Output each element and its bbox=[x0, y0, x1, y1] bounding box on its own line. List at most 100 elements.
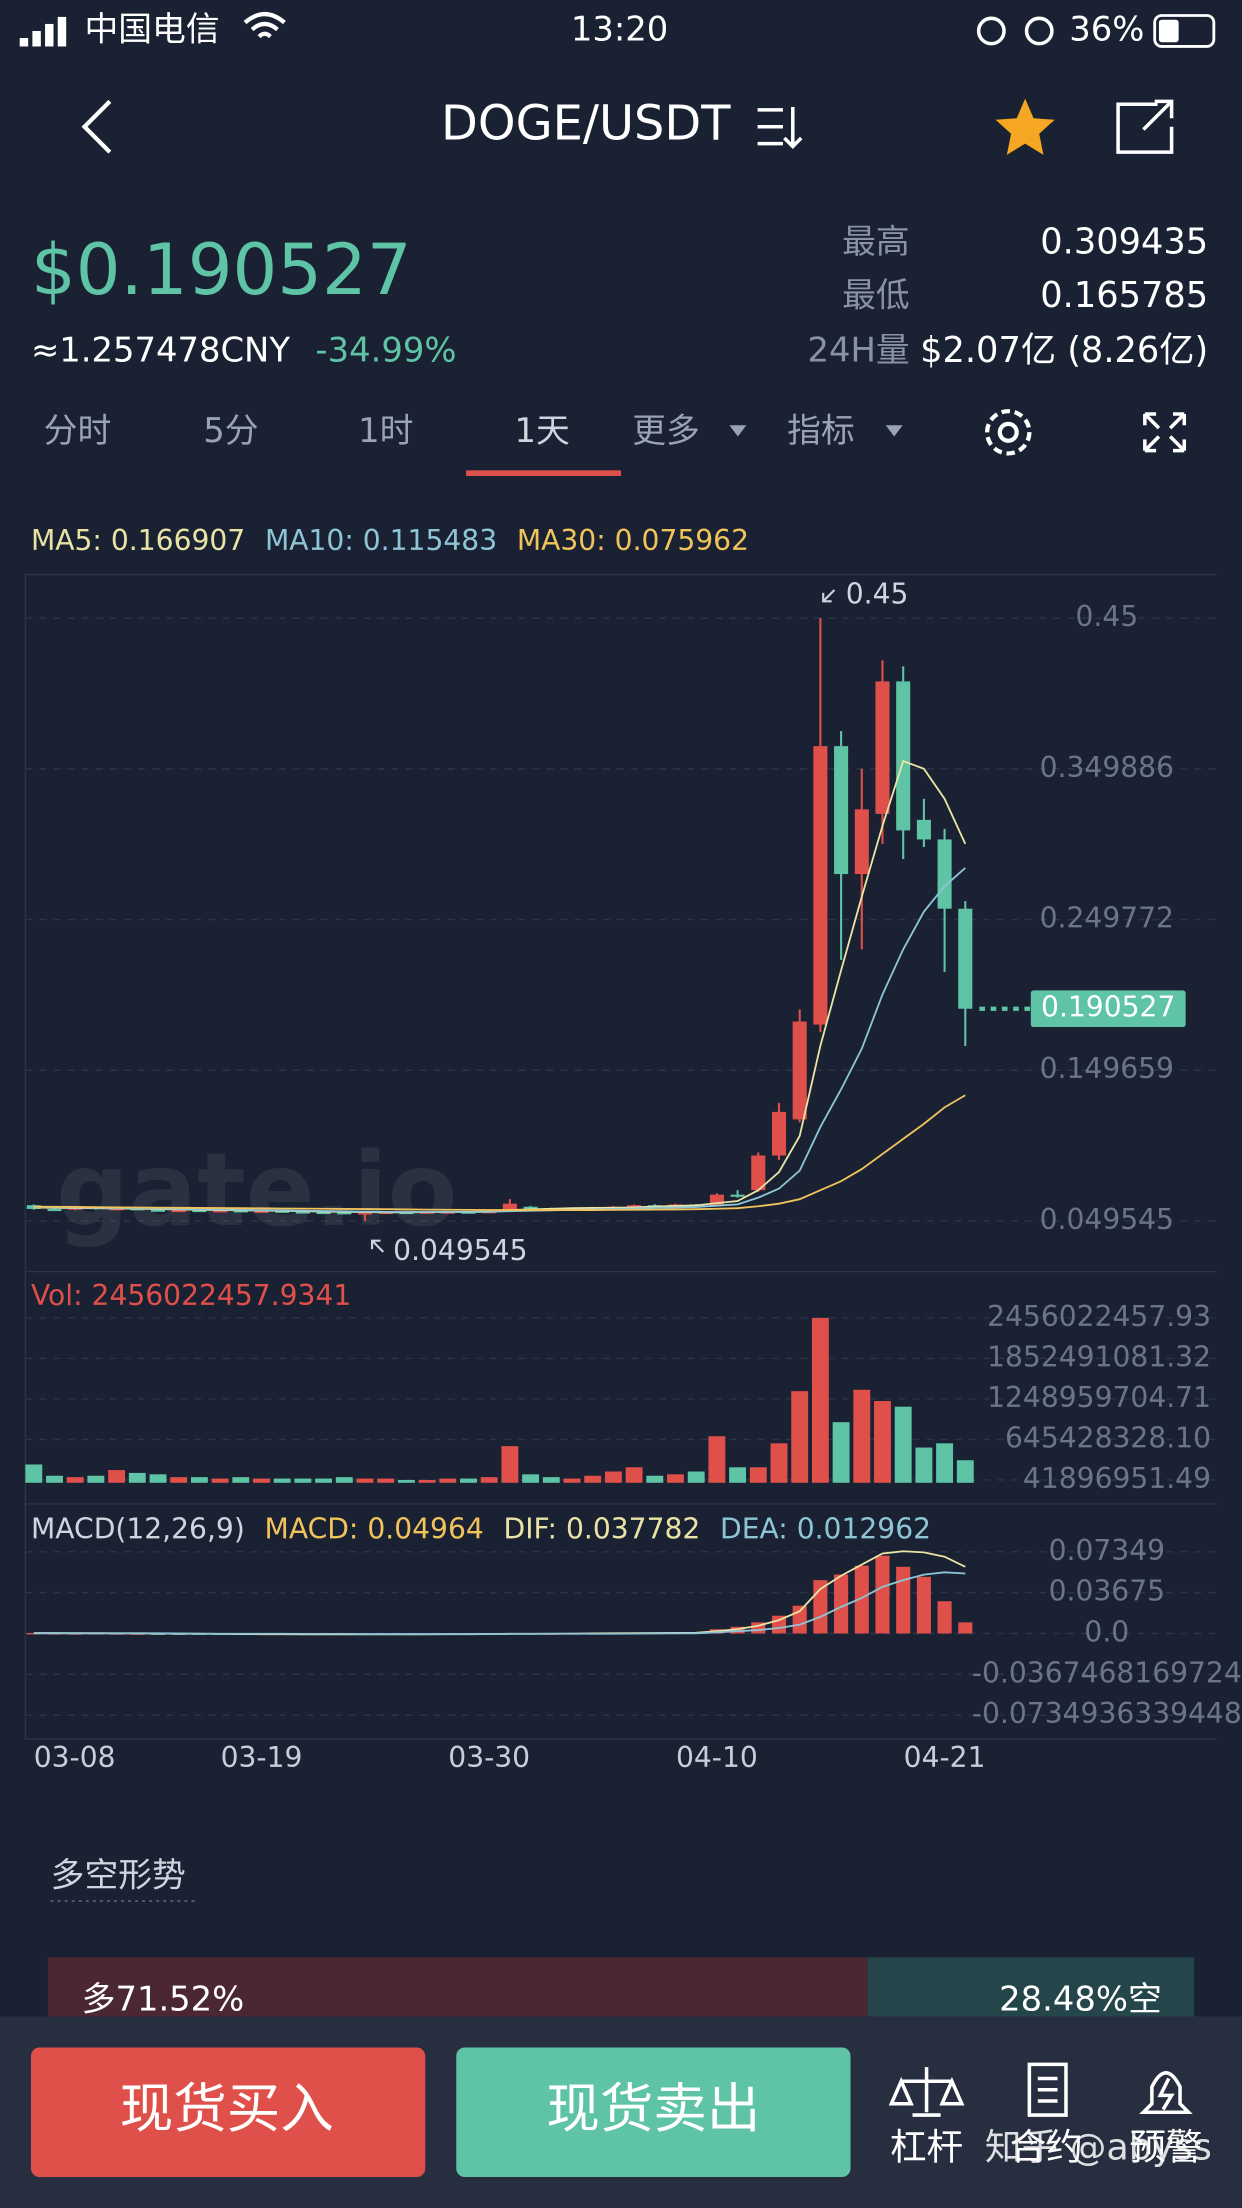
charts: 0.049545 0.149659 0.249772 0.349886 0.45 gate… bbox=[25, 524, 1242, 1774]
y-tick-label: 1248959704.71 bbox=[987, 1381, 1211, 1414]
candle-body bbox=[254, 1210, 269, 1213]
volume-bar bbox=[584, 1475, 602, 1483]
volume-bar bbox=[460, 1478, 477, 1483]
contract-icon[interactable] bbox=[1027, 2062, 1068, 2117]
min-annotation: 0.049545 bbox=[393, 1234, 527, 1267]
max-annotation: 0.45 bbox=[846, 578, 909, 611]
macd-bar bbox=[875, 1555, 890, 1634]
volume-bar bbox=[936, 1443, 954, 1483]
volume-bar bbox=[315, 1478, 333, 1483]
candle-body bbox=[316, 1211, 331, 1215]
buy-label[interactable]: 现货买入 bbox=[120, 2077, 334, 2140]
favorite-star[interactable] bbox=[995, 98, 1055, 155]
clock: 13:20 bbox=[571, 9, 668, 48]
y-tick-label: 0.45 bbox=[1075, 600, 1138, 633]
legend-entry: MACD: 0.04964 bbox=[265, 1513, 484, 1546]
y-tick-label: 41896951.49 bbox=[1023, 1462, 1211, 1495]
alert-icon[interactable] bbox=[1139, 2071, 1193, 2115]
tab[interactable]: 分时 bbox=[44, 411, 112, 450]
change-percent: -34.99% bbox=[315, 331, 456, 370]
tab-active[interactable]: 1天 bbox=[515, 411, 570, 450]
tab[interactable]: 5分 bbox=[203, 411, 258, 450]
volume-bar bbox=[832, 1422, 850, 1483]
y-tick-label: 0.149659 bbox=[1040, 1052, 1174, 1085]
tab[interactable]: 更多 bbox=[632, 411, 700, 450]
volume-bar bbox=[811, 1317, 829, 1483]
legend: MA5: 0.166907 MA10: 0.115483 MA30: 0.07596… bbox=[31, 524, 749, 557]
price-tag bbox=[1030, 990, 1186, 1028]
x-tick-label: 03-30 bbox=[448, 1741, 530, 1774]
volume-bar bbox=[149, 1474, 167, 1483]
battery-fill bbox=[1158, 19, 1179, 43]
y-tick-label: 0.0 bbox=[1084, 1615, 1129, 1648]
volume-bar bbox=[501, 1446, 519, 1483]
volume-bar bbox=[294, 1478, 312, 1483]
volume-bar bbox=[915, 1447, 933, 1483]
sentiment-label: 多71.52% bbox=[82, 1979, 245, 2018]
back-button[interactable] bbox=[81, 99, 112, 154]
legend-entry: MA30: 0.075962 bbox=[517, 524, 749, 557]
volume-bar bbox=[170, 1477, 188, 1483]
tool-label[interactable]: 合约 bbox=[1010, 2125, 1083, 2168]
legend-entry: DIF: 0.037782 bbox=[504, 1513, 701, 1546]
tool-label[interactable]: 杠杆 bbox=[890, 2125, 963, 2168]
candle-body bbox=[896, 681, 911, 831]
sell-label[interactable]: 现货卖出 bbox=[546, 2077, 760, 2140]
y-tick-label: -0.0734936339448 bbox=[972, 1697, 1242, 1730]
stat-value: $2.07亿 (8.26亿) bbox=[920, 330, 1208, 371]
candle-body bbox=[627, 1205, 642, 1208]
volume-bar bbox=[377, 1478, 395, 1483]
volume-bar bbox=[791, 1391, 809, 1483]
last-price: $0.190527 bbox=[31, 229, 412, 311]
switch-icon[interactable] bbox=[757, 107, 803, 149]
dropdown-arrow bbox=[729, 425, 747, 437]
macd-bar bbox=[792, 1605, 807, 1634]
candle-body bbox=[709, 1194, 724, 1206]
candle-body bbox=[275, 1210, 290, 1213]
legend: MACD(12,26,9) MACD: 0.04964 DIF: 0.037782 D… bbox=[31, 1513, 931, 1546]
stat-value: 0.165785 bbox=[1040, 275, 1208, 316]
pair-title[interactable]: DOGE/USDT bbox=[441, 97, 731, 152]
volume-bar bbox=[667, 1474, 684, 1483]
legend-title: MACD(12,26,9) bbox=[31, 1513, 245, 1546]
volume-bar bbox=[253, 1478, 270, 1483]
watermark: 知乎 @abyss bbox=[985, 2125, 1212, 2168]
macd-bar bbox=[854, 1565, 869, 1634]
share-icon[interactable] bbox=[1116, 99, 1174, 154]
volume-bar bbox=[190, 1477, 208, 1483]
y-tick-label: 645428328.10 bbox=[1005, 1421, 1211, 1454]
battery-level: 36% bbox=[1069, 9, 1144, 48]
volume-bar bbox=[108, 1470, 126, 1483]
macd-bar bbox=[751, 1622, 766, 1634]
macd-bar bbox=[896, 1566, 911, 1634]
y-tick-label: -0.0367468169724 bbox=[972, 1656, 1242, 1689]
y-tick-label: 0.349886 bbox=[1040, 751, 1174, 784]
dropdown-arrow bbox=[885, 425, 903, 437]
volume-bar bbox=[749, 1467, 767, 1483]
tab[interactable]: 1时 bbox=[358, 411, 413, 450]
fullscreen-icon[interactable] bbox=[1143, 412, 1187, 453]
candle-body bbox=[192, 1210, 207, 1213]
x-tick-label: 03-19 bbox=[221, 1741, 303, 1774]
panel-title: Vol: 2456022457.9341 bbox=[31, 1279, 351, 1312]
volume-bar bbox=[211, 1478, 229, 1483]
settings-icon[interactable] bbox=[985, 409, 1032, 456]
leverage-icon[interactable] bbox=[888, 2067, 965, 2117]
chart-watermark: gate.io bbox=[56, 1131, 457, 1249]
candle-body bbox=[771, 1111, 787, 1156]
candle-body bbox=[502, 1203, 517, 1212]
legend-entry: MA5: 0.166907 bbox=[31, 524, 245, 557]
tab[interactable]: 指标 bbox=[787, 411, 855, 450]
volume-bar bbox=[853, 1389, 871, 1483]
sentiment-label: 28.48%空 bbox=[999, 1979, 1162, 2018]
volume-bar bbox=[729, 1467, 747, 1483]
volume-bar bbox=[480, 1477, 498, 1483]
volume-bar bbox=[604, 1471, 622, 1483]
candle-body bbox=[958, 908, 973, 1009]
volume-bar bbox=[542, 1477, 560, 1483]
sell-button[interactable] bbox=[456, 2047, 851, 2178]
tool-label[interactable]: 预警 bbox=[1129, 2125, 1202, 2168]
buy-button[interactable] bbox=[30, 2047, 426, 2178]
